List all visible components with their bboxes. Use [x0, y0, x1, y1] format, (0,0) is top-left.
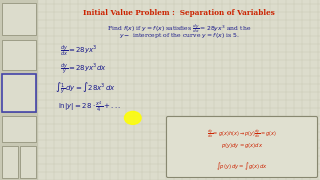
Text: $p(y)dy = g(x)dx$: $p(y)dy = g(x)dx$ — [221, 141, 263, 150]
Text: $\frac{dy}{dx} = 28yx^3$: $\frac{dy}{dx} = 28yx^3$ — [60, 43, 98, 58]
Bar — [2, 3, 36, 35]
Text: Initial Value Problem :  Separation of Variables: Initial Value Problem : Separation of Va… — [83, 9, 275, 17]
Ellipse shape — [124, 111, 141, 124]
Bar — [0, 0, 38, 180]
Text: $y -$ intercept of the curve $y = f(x)$ is $5$.: $y -$ intercept of the curve $y = f(x)$ … — [119, 31, 239, 40]
Bar — [2, 40, 36, 70]
FancyBboxPatch shape — [166, 116, 317, 177]
Bar — [20, 146, 36, 178]
Text: $\int p(y)\, dy = \int g(x)\,dx$: $\int p(y)\, dy = \int g(x)\,dx$ — [216, 160, 268, 172]
Text: $\ln|y| = 28 \cdot \frac{x^4}{4} + ...$: $\ln|y| = 28 \cdot \frac{x^4}{4} + ...$ — [58, 100, 121, 115]
Bar — [2, 146, 18, 178]
Text: $\frac{dy}{dx} = g(x)h(x) \rightarrow p(y)\frac{dy}{dx} = g(x)$: $\frac{dy}{dx} = g(x)h(x) \rightarrow p(… — [207, 128, 277, 140]
Bar — [2, 74, 36, 112]
Bar — [2, 74, 36, 112]
Text: $\frac{dy}{y} = 28yx^3 dx$: $\frac{dy}{y} = 28yx^3 dx$ — [60, 62, 107, 77]
Bar — [2, 116, 36, 142]
Text: Find $f(x)$ if $y = f(x)$ satisfies $\frac{dy}{dx} = 28yx^3$ and the: Find $f(x)$ if $y = f(x)$ satisfies $\fr… — [107, 22, 251, 35]
Bar — [38, 0, 320, 180]
Text: $\int \frac{1}{y}\, dy = \int 28x^3\, dx$: $\int \frac{1}{y}\, dy = \int 28x^3\, dx… — [55, 81, 116, 96]
